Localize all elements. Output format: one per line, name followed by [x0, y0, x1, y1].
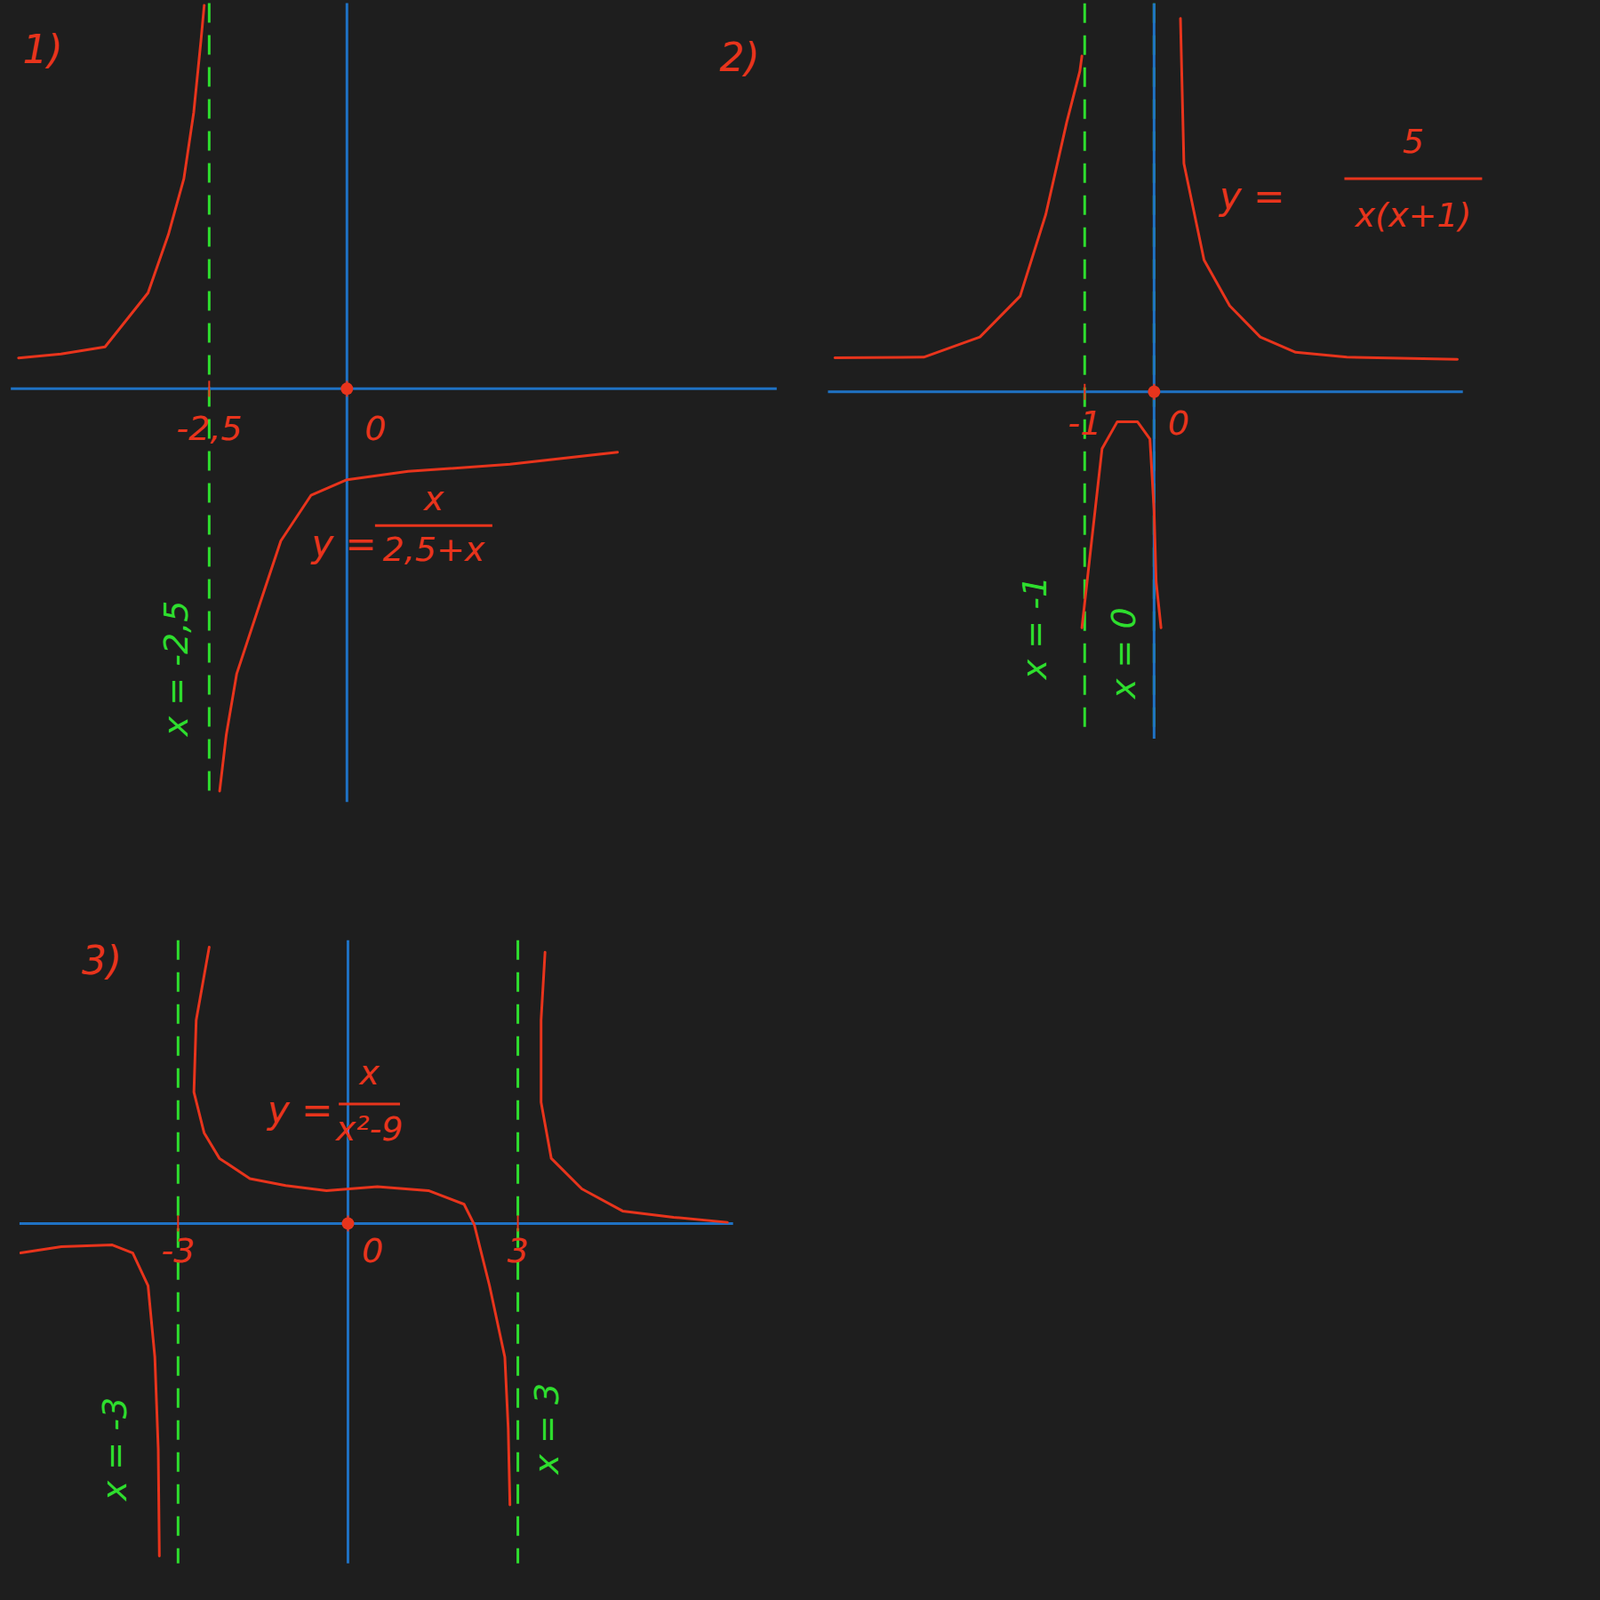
asymptote-label: x = 0 [1104, 607, 1144, 700]
asymptote [1152, 3, 1156, 739]
y-axis [1152, 3, 1156, 739]
x-axis [827, 390, 1463, 393]
asymptote-label: x = -2,5 [156, 600, 196, 738]
formula-lhs: y = [309, 521, 376, 566]
curve [20, 946, 728, 1556]
formula-denominator: x²-9 [335, 1109, 404, 1149]
formula-numerator: 5 [1402, 121, 1424, 161]
panel-label: 2) [719, 34, 760, 80]
x-tick-label: -2,5 [176, 408, 242, 448]
formula-denominator: x(x+1) [1354, 195, 1472, 235]
curve [834, 18, 1457, 628]
x-tick-label: 3 [506, 1231, 528, 1271]
x-tick-label: -3 [160, 1231, 195, 1271]
fraction-bar [338, 1103, 400, 1106]
x-tick-label: -1 [1067, 403, 1102, 443]
fraction-bar [1344, 176, 1482, 180]
x-tick [1083, 384, 1086, 400]
origin-dot [1147, 385, 1160, 399]
plot-area [20, 946, 728, 1556]
plot-area [834, 18, 1457, 628]
origin-dot [341, 1216, 354, 1230]
asymptote [1083, 3, 1087, 739]
asymptote-label: x = 3 [527, 1383, 567, 1476]
y-axis [345, 2, 349, 802]
canvas: 1) x = -2,5 -2,5 0 y = x 2,5+x 2) x = -1 x = 0 -1 0… [0, 0, 1600, 1600]
x-tick [176, 1215, 179, 1232]
formula-lhs: y = [265, 1088, 333, 1132]
formula-lhs: y = [1217, 174, 1285, 218]
asymptote-label: x = -3 [95, 1397, 135, 1502]
asymptote-label: x = -1 [1015, 576, 1055, 680]
x-tick-label: 0 [364, 408, 386, 448]
formula-numerator: x [358, 1053, 380, 1093]
x-tick [517, 1215, 520, 1232]
panel-label: 3) [81, 937, 122, 984]
panel-label: 1) [22, 26, 63, 72]
origin-dot [340, 382, 353, 395]
panel-2: 2) x = -1 x = 0 -1 0 y = 5 x(x+1) [719, 3, 1482, 739]
panel-1: 1) x = -2,5 -2,5 0 y = x 2,5+x [10, 2, 777, 802]
fraction-bar [375, 524, 493, 528]
x-tick [208, 380, 210, 397]
formula-denominator: 2,5+x [382, 529, 485, 569]
background [0, 0, 1600, 1600]
x-axis [10, 387, 777, 391]
panel-3: 3) x = -3 x = 3 -3 0 3 y = x x²-9 [19, 937, 734, 1563]
x-axis [19, 1222, 734, 1225]
formula-numerator: x [423, 479, 445, 519]
y-axis [346, 940, 350, 1564]
plot-area [18, 5, 618, 792]
curve [18, 5, 618, 792]
x-tick-label: 0 [1168, 403, 1190, 443]
x-tick-label: 0 [361, 1231, 384, 1271]
asymptote [208, 2, 211, 802]
